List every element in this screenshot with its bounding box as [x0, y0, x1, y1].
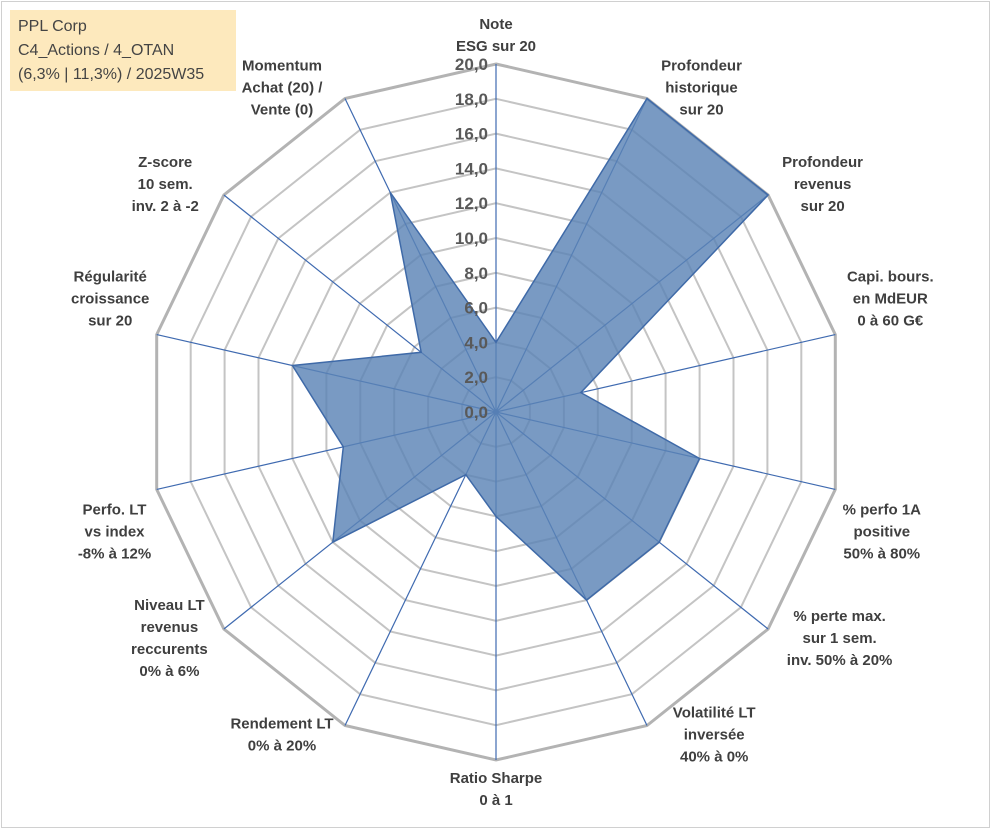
axis-label: sur 20 [800, 198, 844, 215]
axis-label: vs index [84, 523, 145, 540]
axis-label: Rendement LT [230, 716, 333, 733]
axis-label: historique [665, 80, 738, 97]
tick-label: 14,0 [455, 159, 488, 178]
axis-label: % perte max. [793, 608, 886, 625]
axis-label: inversée [684, 727, 745, 744]
axis-label: 0 à 1 [479, 792, 512, 809]
tick-label: 20,0 [455, 55, 488, 74]
tick-label: 10,0 [455, 229, 488, 248]
axis-label: Perfo. LT [83, 501, 147, 518]
axis-label: inv. 2 à -2 [132, 198, 199, 215]
axis-label: Capi. bours. [847, 269, 934, 286]
axis-label: Niveau LT [134, 597, 205, 614]
axis-label: Régularité [74, 269, 147, 286]
axis-label: 0% à 6% [139, 663, 199, 680]
axis-label: revenus [141, 619, 199, 636]
axis-label: % perfo 1A [843, 501, 922, 518]
axis-label: Achat (20) / [242, 80, 324, 97]
axis-label: sur 20 [679, 102, 723, 119]
tick-label: 18,0 [455, 90, 488, 109]
axis-label: Volatilité LT [673, 705, 756, 722]
tick-label: 0,0 [464, 403, 488, 422]
tick-label: 8,0 [464, 264, 488, 283]
tick-label: 2,0 [464, 368, 488, 387]
tick-label: 12,0 [455, 194, 488, 213]
axis-label: Ratio Sharpe [450, 770, 543, 787]
axis-label: inv. 50% à 20% [787, 652, 893, 669]
info-box: PPL Corp C4_Actions / 4_OTAN (6,3% | 11,… [10, 10, 236, 91]
axis-label: positive [853, 523, 910, 540]
series-area [291, 97, 770, 602]
axis-label: 10 sem. [138, 176, 193, 193]
axis-label: sur 20 [88, 313, 132, 330]
tick-label: 16,0 [455, 125, 488, 144]
tick-label: 4,0 [464, 333, 488, 352]
axis-label: revenus [794, 176, 852, 193]
axis-label: 40% à 0% [680, 749, 748, 766]
axis-label: Momentum [242, 58, 322, 75]
axis-label: Profondeur [661, 58, 742, 75]
info-stats: (6,3% | 11,3%) / 2025W35 [18, 66, 205, 83]
tick-label: 6,0 [464, 299, 488, 318]
radar-series [291, 97, 770, 602]
axis-label: sur 1 sem. [802, 630, 876, 647]
info-company: PPL Corp [18, 18, 87, 35]
axis-label: croissance [71, 291, 149, 308]
radar-axis-labels: Note ESG sur 20 Profondeur historique sur 20… [71, 16, 934, 809]
info-category: C4_Actions / 4_OTAN [18, 42, 175, 59]
axis-label: -8% à 12% [78, 545, 151, 562]
axis-label: Vente (0) [251, 102, 314, 119]
axis-label: Profondeur [782, 154, 863, 171]
axis-label: en MdEUR [853, 291, 928, 308]
axis-label: Note [479, 16, 512, 33]
axis-label: 50% à 80% [843, 545, 920, 562]
axis-label: Z-score [138, 154, 192, 171]
axis-label: 0 à 60 G€ [857, 313, 924, 330]
axis-label: ESG sur 20 [456, 38, 536, 55]
axis-label: 0% à 20% [248, 738, 316, 755]
radar-tick-labels: 0,0 2,0 4,0 6,0 8,0 10,0 12,0 14,0 16,0 18,0 20,0 [455, 55, 488, 422]
axis-label: reccurents [131, 641, 208, 658]
